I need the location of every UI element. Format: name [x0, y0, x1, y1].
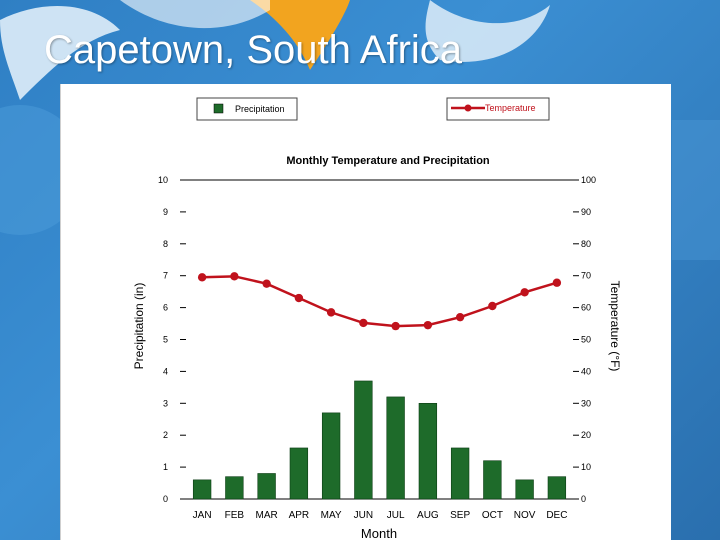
legend-temperature: Temperature [446, 97, 550, 121]
temperature-point [552, 278, 562, 287]
right-tick-label: 100 [581, 175, 596, 185]
x-tick-label: DEC [546, 510, 567, 521]
orange-petal [250, 0, 350, 70]
legend-temperature-label: Temperature [485, 103, 536, 113]
temperature-point [230, 272, 239, 281]
left-tick-label: 1 [163, 462, 168, 472]
axes-layer [186, 179, 573, 500]
white-swirl-left [0, 6, 120, 100]
right-tick-label: 20 [581, 430, 591, 440]
chart-panel: Precipitation Temperature Monthly Temper… [60, 84, 671, 540]
bars-layer [192, 380, 567, 500]
left-tick-label: 4 [163, 366, 168, 376]
precipitation-bar [354, 380, 373, 500]
temperature-point [294, 293, 304, 303]
right-tick-label: 90 [581, 207, 591, 217]
precipitation-bar [321, 412, 341, 500]
temperature-point [520, 288, 529, 297]
x-tick-label: NOV [514, 510, 536, 521]
precipitation-bar [225, 476, 244, 500]
x-tick-label: JUN [354, 510, 373, 521]
legend-precipitation: Precipitation [196, 97, 298, 121]
left-tick-label: 7 [163, 271, 168, 281]
temperature-point [488, 301, 497, 311]
y-axis-left-label: Precipitation (in) [132, 283, 146, 370]
chart: Precipitation Temperature Monthly Temper… [132, 97, 622, 540]
right-tick-label: 30 [581, 398, 591, 408]
left-tick-label: 6 [163, 303, 168, 313]
right-tick-label: 10 [581, 462, 591, 472]
temperature-point [423, 320, 433, 330]
precipitation-bar [192, 479, 212, 500]
right-tick-label: 50 [581, 335, 591, 345]
right-tick-label: 40 [581, 366, 591, 376]
left-tick-label: 3 [163, 398, 168, 408]
x-tick-label: FEB [225, 510, 245, 521]
temperature-point [197, 273, 207, 282]
right-tick-label: 70 [581, 271, 591, 281]
legend-temperature-box [446, 97, 550, 121]
right-tick-label: 60 [581, 303, 591, 313]
white-swirl-right [425, 0, 550, 62]
right-tick-label: 0 [581, 494, 586, 504]
x-tick-label: MAY [321, 510, 342, 521]
precipitation-bar [257, 473, 276, 500]
legend-precipitation-box [196, 97, 298, 121]
x-tick-label: AUG [417, 510, 439, 521]
x-tick-label: SEP [450, 510, 470, 521]
legend-precipitation-swatch [213, 103, 224, 114]
temperature-line [202, 275, 558, 328]
y-axis-right-label: Temperature (°F) [608, 281, 622, 372]
left-tick-label: 0 [163, 494, 168, 504]
left-tick-label: 9 [163, 207, 168, 217]
temperature-point [391, 321, 400, 331]
precipitation-bar [547, 476, 567, 500]
chart-title: Monthly Temperature and Precipitation [286, 155, 490, 167]
temperature-point [359, 318, 368, 328]
temperature-point [262, 279, 271, 288]
x-tick-label: OCT [482, 510, 503, 521]
x-axis-label: Month [361, 526, 397, 540]
left-tick-label: 2 [163, 430, 168, 440]
slide-title: Capetown, South Africa [44, 28, 463, 72]
precipitation-bar [386, 396, 405, 500]
x-tick-label: MAR [256, 510, 278, 521]
x-tick-label: JUL [387, 510, 405, 521]
left-tick-label: 10 [158, 175, 168, 185]
precipitation-bar [450, 447, 470, 500]
right-tick-label: 80 [581, 239, 591, 249]
white-swirl-top [120, 0, 270, 29]
temperature-point [326, 308, 336, 317]
blue-tile-deco [672, 120, 720, 260]
legend-temperature-marker [464, 104, 472, 112]
precipitation-bar [289, 447, 309, 500]
x-tick-label: JAN [193, 510, 212, 521]
left-tick-label: 8 [163, 239, 168, 249]
line-layer [197, 272, 562, 331]
left-tick-label: 5 [163, 335, 168, 345]
precipitation-bar [515, 479, 534, 500]
x-tick-label: APR [289, 510, 310, 521]
legend-precipitation-label: Precipitation [235, 104, 285, 114]
temperature-point [455, 312, 465, 322]
precipitation-bar [418, 402, 438, 500]
precipitation-bar [483, 460, 502, 500]
